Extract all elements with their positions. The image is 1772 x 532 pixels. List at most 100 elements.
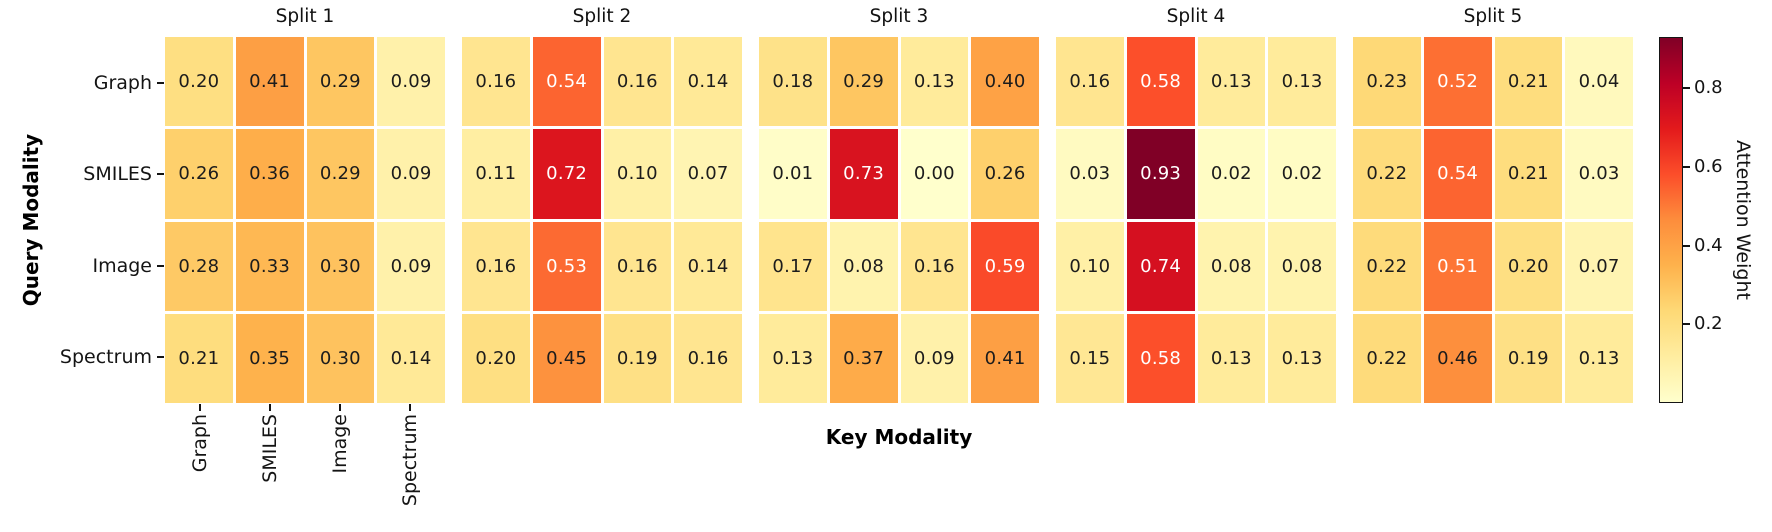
heatmap-cell: 0.16 [674,313,742,403]
heatmap-cell: 0.08 [1197,221,1266,311]
x-tick-mark [269,404,271,411]
heatmap-grid: 0.20 0.41 0.29 0.09 0.26 0.36 0.29 0.09 0.28 0.33… [165,37,445,403]
heatmap-cell: 0.21 [1494,37,1563,127]
heatmap-cell: 0.20 [1494,221,1563,311]
colorbar-tick-label: 0.4 [1694,234,1723,256]
colorbar [1659,37,1683,403]
heatmap-cell: 0.14 [674,37,742,127]
heatmap-cell: 0.36 [235,129,304,219]
heatmap-cell: 0.26 [971,129,1039,219]
heatmap-cell: 0.29 [829,37,898,127]
heatmap-cell: 0.37 [829,313,898,403]
heatmap-cell: 0.16 [462,37,530,127]
split-title: Split 4 [1166,6,1226,27]
heatmap-cell: 0.72 [532,129,601,219]
x-tick-mark [409,404,411,411]
heatmap-cell: 0.58 [1126,313,1195,403]
heatmap-cell: 0.21 [165,313,233,403]
heatmap-cell: 0.53 [532,221,601,311]
heatmap-cell: 0.73 [829,129,898,219]
heatmap-cell: 0.18 [759,37,827,127]
heatmap-cell: 0.30 [306,313,375,403]
colorbar-label: Attention Weight [1732,140,1754,300]
split-title: Split 5 [1463,6,1523,27]
heatmap-cell: 0.14 [377,313,445,403]
y-tick-label: Graph [93,71,152,94]
heatmap-cell: 0.52 [1423,37,1492,127]
y-tick-mark [157,356,164,359]
heatmap-cell: 0.08 [829,221,898,311]
colorbar-tick-label: 0.6 [1694,155,1723,177]
heatmap-cell: 0.03 [1565,129,1633,219]
heatmap-cell: 0.01 [759,129,827,219]
split-title: Split 3 [869,6,929,27]
heatmap-cell: 0.10 [1056,221,1124,311]
y-tick-label: Image [92,254,152,277]
heatmap-cell: 0.15 [1056,313,1124,403]
heatmap-cell: 0.59 [971,221,1039,311]
heatmap-cell: 0.20 [165,37,233,127]
y-tick-label: Spectrum [59,346,152,369]
heatmap-cell: 0.16 [603,37,672,127]
heatmap-cell: 0.03 [1056,129,1124,219]
x-tick-label: Image [329,414,351,474]
y-tick-mark [157,81,164,84]
heatmap-cell: 0.11 [462,129,530,219]
heatmap-cell: 0.29 [306,37,375,127]
colorbar-tick-label: 0.2 [1694,313,1723,335]
x-tick-label: Spectrum [399,414,421,507]
heatmap-cell: 0.09 [377,129,445,219]
heatmap-cell: 0.22 [1353,221,1421,311]
heatmap-cell: 0.20 [462,313,530,403]
heatmap-cell: 0.14 [674,221,742,311]
heatmap-cell: 0.28 [165,221,233,311]
heatmap-cell: 0.02 [1197,129,1266,219]
colorbar-tick-mark [1683,323,1690,326]
heatmap-cell: 0.04 [1565,37,1633,127]
heatmap-cell: 0.13 [900,37,969,127]
heatmap-cell: 0.09 [900,313,969,403]
heatmap-cell: 0.74 [1126,221,1195,311]
heatmap-cell: 0.33 [235,221,304,311]
y-tick-mark [157,173,164,176]
heatmap-cell: 0.00 [900,129,969,219]
heatmap-cell: 0.09 [377,37,445,127]
split-title: Split 2 [572,6,632,27]
heatmap-cell: 0.02 [1268,129,1336,219]
x-tick-mark [339,404,341,411]
x-tick-label: Graph [189,414,211,473]
heatmap-cell: 0.58 [1126,37,1195,127]
heatmap-cell: 0.13 [1197,313,1266,403]
heatmap-cell: 0.93 [1126,129,1195,219]
x-tick-mark [199,404,201,411]
heatmap-cell: 0.45 [532,313,601,403]
heatmap-cell: 0.22 [1353,313,1421,403]
heatmap-cell: 0.09 [377,221,445,311]
heatmap-cell: 0.21 [1494,129,1563,219]
heatmap-cell: 0.07 [674,129,742,219]
heatmap-cell: 0.13 [1197,37,1266,127]
heatmap-cell: 0.07 [1565,221,1633,311]
heatmap-grid: 0.18 0.29 0.13 0.40 0.01 0.73 0.00 0.26 0.17 0.08… [759,37,1039,403]
heatmap-grid: 0.16 0.54 0.16 0.14 0.11 0.72 0.10 0.07 0.16 0.53… [462,37,742,403]
heatmap-cell: 0.10 [603,129,672,219]
colorbar-tick-label: 0.8 [1694,77,1723,99]
x-tick-label: SMILES [259,414,281,483]
heatmap-cell: 0.13 [1268,37,1336,127]
y-tick-mark [157,264,164,267]
heatmap-cell: 0.17 [759,221,827,311]
heatmap-cell: 0.22 [1353,129,1421,219]
heatmap-cell: 0.40 [971,37,1039,127]
heatmap-cell: 0.16 [603,221,672,311]
heatmap-cell: 0.54 [532,37,601,127]
heatmap-cell: 0.19 [1494,313,1563,403]
split-title: Split 1 [275,6,335,27]
heatmap-grid: 0.23 0.52 0.21 0.04 0.22 0.54 0.21 0.03 0.22 0.51… [1353,37,1633,403]
heatmap-grid: 0.16 0.58 0.13 0.13 0.03 0.93 0.02 0.02 0.10 0.74… [1056,37,1336,403]
x-axis-label: Key Modality [825,425,973,449]
colorbar-tick-mark [1683,165,1690,168]
heatmap-cell: 0.54 [1423,129,1492,219]
heatmap-cell: 0.41 [971,313,1039,403]
heatmap-cell: 0.16 [1056,37,1124,127]
heatmap-cell: 0.51 [1423,221,1492,311]
